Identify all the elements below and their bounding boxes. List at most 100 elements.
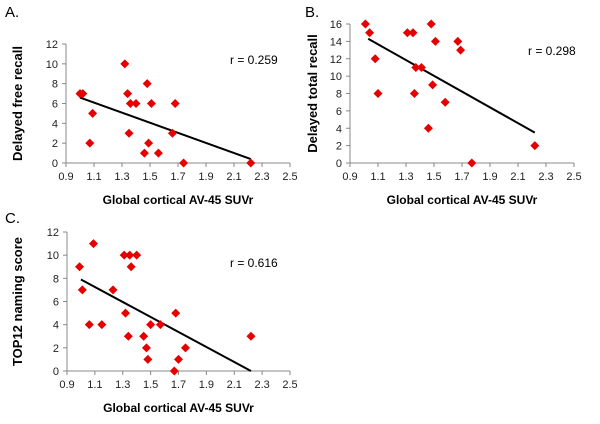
data-point xyxy=(88,108,98,118)
data-point xyxy=(126,262,136,272)
data-point xyxy=(144,138,154,148)
correlation-label: r = 0.259 xyxy=(230,53,278,67)
x-tick-label: 1.1 xyxy=(370,171,385,183)
data-point xyxy=(146,320,156,330)
data-point xyxy=(180,343,190,353)
y-axis-title: TOP12 naming score xyxy=(10,237,25,366)
data-point xyxy=(402,28,412,38)
data-point xyxy=(121,308,131,318)
data-point xyxy=(440,97,450,107)
y-tick-label: 2 xyxy=(52,138,58,150)
data-point xyxy=(123,89,133,99)
x-axis-title: Global cortical AV-45 SUVr xyxy=(103,401,254,415)
data-point xyxy=(467,158,477,168)
y-axis-title: Delayed total recall xyxy=(305,34,320,153)
x-tick-label: 1.3 xyxy=(115,379,130,391)
data-point xyxy=(453,36,463,46)
x-tick-label: 1.7 xyxy=(171,379,186,391)
x-tick-label: 0.9 xyxy=(58,171,73,183)
data-point xyxy=(119,250,129,260)
data-point xyxy=(108,285,118,295)
y-axis-title: Delayed free recall xyxy=(10,46,25,161)
x-tick-label: 1.5 xyxy=(142,171,157,183)
x-tick-label: 1.9 xyxy=(199,379,214,391)
y-tick-label: 8 xyxy=(52,79,58,91)
x-axis-title: Global cortical AV-45 SUVr xyxy=(387,193,538,207)
data-point xyxy=(155,320,165,330)
y-tick-label: 12 xyxy=(46,39,58,51)
x-tick-label: 2.5 xyxy=(282,171,297,183)
y-tick-label: 10 xyxy=(47,250,59,262)
y-tick-label: 2 xyxy=(53,343,59,355)
x-tick-label: 2.1 xyxy=(226,171,241,183)
x-tick-label: 1.5 xyxy=(426,171,441,183)
y-tick-label: 12 xyxy=(47,227,59,239)
data-point xyxy=(132,250,142,260)
data-point xyxy=(143,354,153,364)
data-point xyxy=(171,308,181,318)
data-point xyxy=(416,62,426,72)
data-point xyxy=(456,45,466,55)
data-point xyxy=(373,89,383,98)
x-tick-label: 1.5 xyxy=(143,379,158,391)
data-point xyxy=(75,262,85,272)
chart-panel-1: A. 0 2 4 6 8 10 12 0.9 1.1 1.3 1.5 1.7 1.9 2.1 2.3 2.5 Gl… xyxy=(5,4,298,207)
x-tick-label: 2.3 xyxy=(254,171,269,183)
panel-label: C. xyxy=(5,210,20,227)
data-point xyxy=(174,354,183,364)
data-point xyxy=(139,148,149,158)
data-point xyxy=(120,59,130,69)
x-axis-title: Global cortical AV-45 SUVr xyxy=(103,193,254,207)
data-point xyxy=(408,28,418,38)
data-point xyxy=(139,331,149,341)
data-point xyxy=(123,331,133,341)
panel-label: A. xyxy=(5,4,19,21)
y-tick-label: 10 xyxy=(330,71,342,83)
correlation-label: r = 0.616 xyxy=(230,256,278,270)
data-point xyxy=(530,141,540,151)
data-point xyxy=(411,62,421,72)
y-tick-label: 16 xyxy=(330,19,342,31)
y-tick-label: 4 xyxy=(53,320,59,332)
data-point xyxy=(179,158,189,168)
x-tick-label: 0.9 xyxy=(59,379,74,391)
data-point xyxy=(78,89,88,99)
data-point xyxy=(97,320,107,330)
data-point xyxy=(131,99,141,108)
y-tick-label: 4 xyxy=(336,123,342,135)
x-tick-label: 2.5 xyxy=(566,171,581,183)
data-point xyxy=(423,123,433,133)
y-tick-label: 0 xyxy=(336,158,342,170)
x-tick-label: 1.1 xyxy=(86,171,101,183)
x-tick-label: 1.9 xyxy=(482,171,497,183)
data-point xyxy=(125,99,135,108)
panel-label: B. xyxy=(305,4,319,21)
y-tick-label: 12 xyxy=(330,54,342,66)
y-tick-label: 6 xyxy=(336,106,342,118)
y-tick-label: 4 xyxy=(52,118,58,130)
data-point xyxy=(365,28,375,38)
y-tick-label: 0 xyxy=(53,366,59,378)
data-point xyxy=(146,99,156,108)
x-tick-label: 1.7 xyxy=(454,171,469,183)
x-tick-label: 2.3 xyxy=(254,379,269,391)
data-point xyxy=(142,79,152,89)
regression-line xyxy=(80,278,252,372)
regression-line xyxy=(367,37,536,134)
data-point xyxy=(170,99,180,108)
x-tick-label: 1.7 xyxy=(170,171,185,183)
x-tick-label: 1.1 xyxy=(87,379,102,391)
data-point xyxy=(426,19,436,29)
data-point xyxy=(124,128,134,138)
y-tick-label: 8 xyxy=(53,273,59,285)
data-point xyxy=(88,239,98,249)
chart-panel-3: C. 0 2 4 6 8 10 12 0.9 1.1 1.3 1.5 1.7 1.9 2.1 2.3 2.5 Gl… xyxy=(5,210,298,415)
data-point xyxy=(125,250,135,260)
data-point xyxy=(370,54,380,64)
data-point xyxy=(77,285,87,295)
y-tick-label: 6 xyxy=(52,99,58,111)
data-point xyxy=(84,320,94,330)
x-tick-label: 2.3 xyxy=(538,171,553,183)
y-tick-label: 6 xyxy=(53,297,59,309)
